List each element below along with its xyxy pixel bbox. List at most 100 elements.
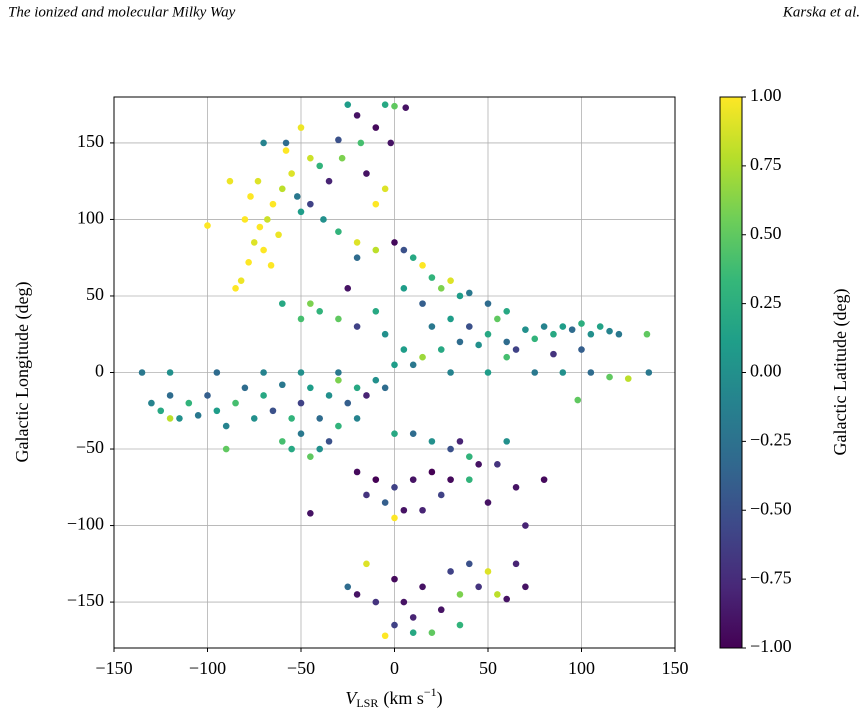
x-tick-label: 150 [662,658,689,678]
point [176,415,183,422]
point [550,330,557,338]
y-tick-label: −150 [67,590,104,610]
point [522,326,529,333]
point [391,575,398,583]
point [428,274,436,281]
point [325,392,333,399]
point [578,320,585,327]
point [282,139,290,147]
point [353,239,361,246]
x-tick-label: −50 [287,658,315,678]
point [245,259,252,266]
point [428,629,436,636]
point [559,323,567,330]
point [456,292,464,300]
point [269,407,277,415]
point [353,112,361,119]
point [353,468,361,476]
point [363,170,370,177]
point [466,323,473,330]
point [428,438,436,445]
point [372,476,380,483]
point [484,568,492,575]
point [260,246,267,254]
point [606,327,613,335]
point [307,510,314,517]
point [232,399,239,407]
point [269,200,277,208]
point [484,330,492,338]
running-authors: Karska et al. [782,4,860,20]
x-label-part: −1 [424,685,437,699]
point [484,300,492,307]
point [568,326,576,333]
point [437,491,445,499]
point [279,438,286,445]
point [512,483,520,491]
point [288,170,295,177]
point [372,200,380,208]
point [307,384,314,392]
point [381,330,389,338]
point [531,335,539,343]
point [250,239,258,246]
point [456,591,464,598]
point [437,346,445,353]
point [372,376,380,384]
point [237,277,245,284]
point [503,338,511,346]
colorbar-tick-label: 0.00 [750,361,782,381]
point [596,323,604,330]
point [484,499,492,506]
point [250,415,258,422]
point [260,392,267,399]
x-axis-label: VLSR (km s−1) [345,685,442,710]
point [353,323,361,330]
point [307,300,314,307]
point [643,330,651,338]
point [157,407,165,415]
point [503,307,511,315]
point [307,154,314,162]
point [503,595,511,603]
point [456,621,464,629]
point [335,228,342,235]
point [466,560,473,568]
colorbar-tick-label: −0.50 [750,498,792,518]
point [391,483,398,491]
point [400,346,408,353]
point [288,445,295,453]
x-tick-label: 50 [479,658,497,678]
point [293,193,301,200]
point [494,315,501,323]
point [550,350,557,358]
point [353,415,361,422]
point [391,102,398,110]
point [213,369,221,376]
point [372,307,380,315]
x-tick-label: 0 [390,658,399,678]
point [185,399,193,407]
y-tick-label: 0 [95,361,104,381]
point [166,369,174,376]
point [256,223,264,231]
point [279,381,286,389]
point [437,285,445,292]
point [260,139,267,147]
point [344,399,352,407]
point [148,399,155,407]
point [247,193,254,200]
point [400,598,408,606]
point [466,476,473,483]
point [297,399,305,407]
point [503,438,511,445]
point [447,476,454,483]
point [540,476,548,483]
point [297,430,305,438]
y-axis-label: Galactic Longitude (deg) [12,282,33,463]
point [372,124,380,131]
y-tick-label: 50 [86,284,104,304]
point [409,614,417,621]
point [226,177,234,185]
point [645,369,653,376]
